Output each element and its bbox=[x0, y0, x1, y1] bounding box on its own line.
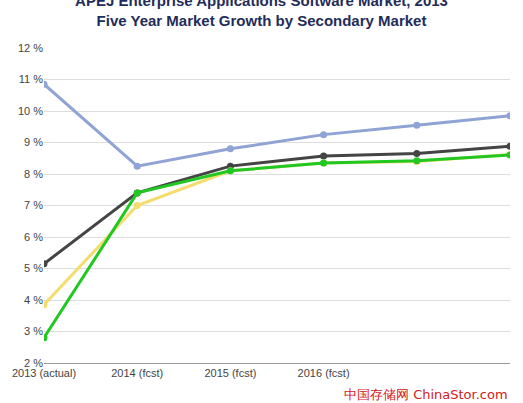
svg-text:3 %: 3 % bbox=[24, 325, 43, 337]
svg-text:6 %: 6 % bbox=[24, 231, 43, 243]
svg-text:2 %: 2 % bbox=[24, 357, 43, 369]
svg-text:中国存储网 ChinaStor.com: 中国存储网 ChinaStor.com bbox=[344, 387, 508, 402]
svg-text:2016 (fcst): 2016 (fcst) bbox=[298, 367, 350, 379]
svg-text:7 %: 7 % bbox=[24, 199, 43, 211]
svg-text:4 %: 4 % bbox=[24, 294, 43, 306]
svg-text:8 %: 8 % bbox=[24, 168, 43, 180]
svg-text:APEJ Enterprise Applications S: APEJ Enterprise Applications Software Ma… bbox=[75, 0, 448, 29]
svg-text:12 %: 12 % bbox=[18, 42, 43, 54]
svg-text:5 %: 5 % bbox=[24, 262, 43, 274]
svg-text:2014 (fcst): 2014 (fcst) bbox=[111, 367, 163, 379]
svg-text:11 %: 11 % bbox=[19, 73, 43, 85]
svg-text:2013 (actual): 2013 (actual) bbox=[12, 367, 76, 379]
svg-text:10 %: 10 % bbox=[18, 105, 43, 117]
svg-text:2015 (fcst): 2015 (fcst) bbox=[204, 367, 256, 379]
svg-text:9 %: 9 % bbox=[24, 136, 43, 148]
